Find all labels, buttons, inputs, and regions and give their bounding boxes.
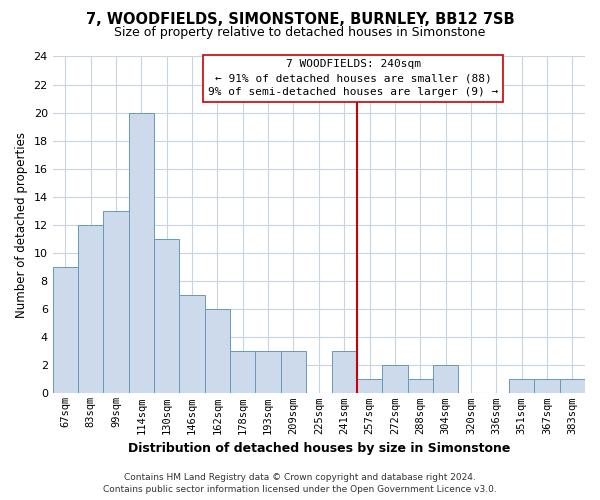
X-axis label: Distribution of detached houses by size in Simonstone: Distribution of detached houses by size … <box>128 442 510 455</box>
Bar <box>407 380 433 394</box>
Bar <box>154 239 179 394</box>
Bar <box>179 295 205 394</box>
Bar <box>433 366 458 394</box>
Bar <box>78 225 103 394</box>
Text: Contains HM Land Registry data © Crown copyright and database right 2024.
Contai: Contains HM Land Registry data © Crown c… <box>103 472 497 494</box>
Bar <box>129 112 154 394</box>
Bar <box>357 380 382 394</box>
Bar <box>281 352 306 394</box>
Bar <box>205 309 230 394</box>
Bar <box>382 366 407 394</box>
Text: 7, WOODFIELDS, SIMONSTONE, BURNLEY, BB12 7SB: 7, WOODFIELDS, SIMONSTONE, BURNLEY, BB12… <box>86 12 514 28</box>
Bar <box>535 380 560 394</box>
Text: Size of property relative to detached houses in Simonstone: Size of property relative to detached ho… <box>115 26 485 39</box>
Bar <box>332 352 357 394</box>
Y-axis label: Number of detached properties: Number of detached properties <box>15 132 28 318</box>
Bar <box>230 352 256 394</box>
Text: 7 WOODFIELDS: 240sqm
← 91% of detached houses are smaller (88)
9% of semi-detach: 7 WOODFIELDS: 240sqm ← 91% of detached h… <box>208 60 498 98</box>
Bar <box>53 267 78 394</box>
Bar <box>256 352 281 394</box>
Bar <box>560 380 585 394</box>
Bar <box>509 380 535 394</box>
Bar <box>103 211 129 394</box>
